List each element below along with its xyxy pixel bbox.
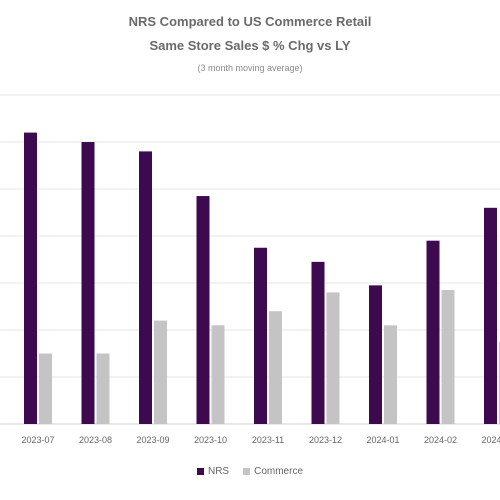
- bar-nrs-2023-11: [254, 247, 267, 424]
- x-tick-label: 2023-08: [79, 435, 112, 445]
- x-tick-label: 2024-02: [424, 435, 457, 445]
- bar-commerce-2024-02: [441, 290, 455, 424]
- bar-nrs-2023-07: [24, 132, 37, 424]
- chart-note: (3 month moving average): [197, 63, 303, 73]
- bar-commerce-2023-07: [39, 353, 52, 424]
- x-tick-label: 2024-03: [481, 435, 500, 445]
- legend-item-commerce: Commerce: [243, 466, 303, 477]
- x-tick-label: 2024-01: [366, 435, 399, 445]
- legend-item-nrs: NRS: [196, 466, 230, 477]
- legend-label-nrs: NRS: [207, 466, 230, 477]
- bar-commerce-2023-12: [326, 292, 340, 424]
- x-tick-label: 2023-10: [194, 435, 227, 445]
- chart-title: NRS Compared to US Commerce Retail: [128, 14, 372, 29]
- bar-nrs-2024-01: [369, 285, 382, 424]
- bar-nrs-2024-03: [484, 207, 497, 424]
- bar-nrs-2023-08: [81, 142, 95, 424]
- bar-nrs-2023-12: [311, 261, 325, 424]
- bar-commerce-2024-01: [384, 325, 397, 424]
- bar-nrs-2023-10: [196, 196, 210, 424]
- legend: NRS Commerce: [0, 466, 500, 477]
- x-tick-label: 2023-11: [252, 435, 284, 445]
- chart-subtitle: Same Store Sales $ % Chg vs LY: [149, 38, 351, 53]
- bar-commerce-2023-10: [211, 325, 225, 424]
- legend-swatch-commerce: [243, 468, 251, 475]
- bar-nrs-2023-09: [139, 151, 152, 424]
- x-tick-label: 2023-07: [21, 435, 54, 445]
- x-tick-label: 2023-12: [309, 435, 342, 445]
- legend-swatch-nrs: [196, 468, 204, 475]
- bar-commerce-2023-08: [96, 353, 110, 424]
- x-tick-label: 2023-09: [136, 435, 169, 445]
- bar-commerce-2023-09: [154, 320, 167, 424]
- bar-commerce-2023-11: [269, 311, 282, 424]
- bar-nrs-2024-02: [426, 240, 440, 424]
- legend-label-commerce: Commerce: [254, 466, 304, 477]
